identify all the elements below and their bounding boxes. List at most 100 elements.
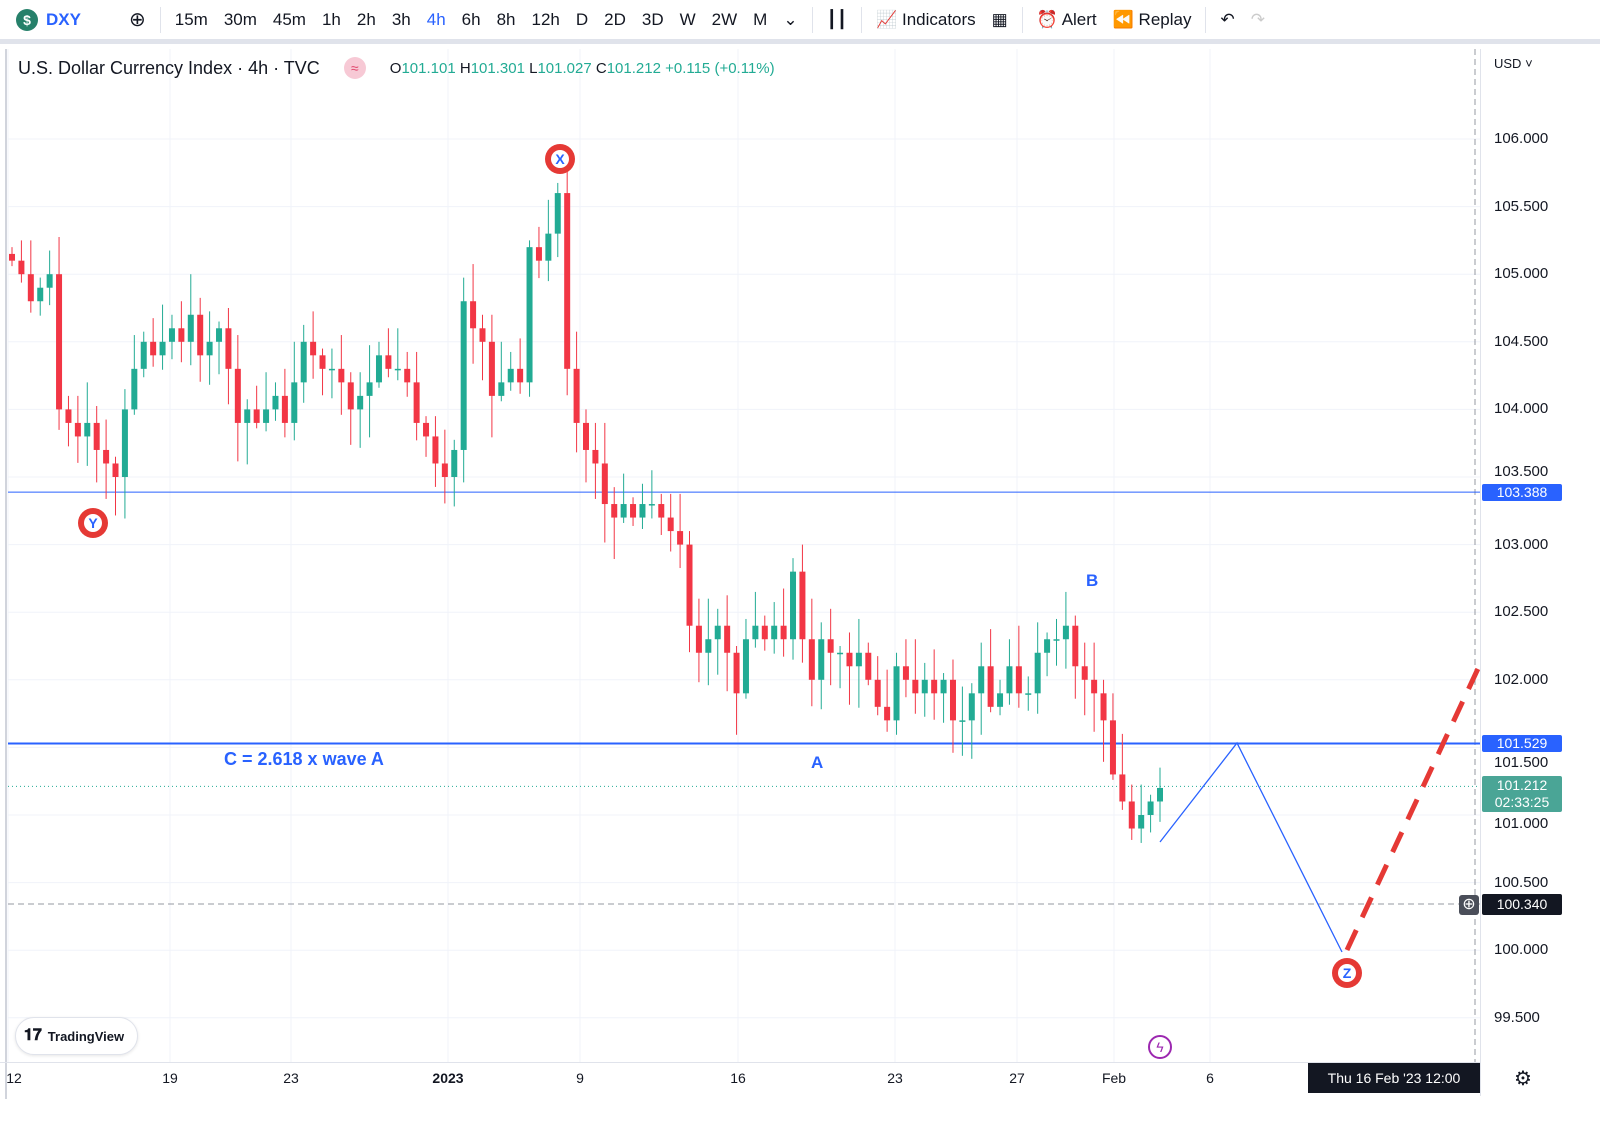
interval-dropdown-icon[interactable]: ⌄ bbox=[783, 9, 798, 29]
price-axis-border bbox=[1480, 49, 1481, 1096]
interval-45m[interactable]: 45m bbox=[272, 9, 306, 29]
interval-30m[interactable]: 30m bbox=[223, 9, 257, 29]
time-tick: 19 bbox=[162, 1070, 178, 1086]
candle-body bbox=[771, 625, 778, 640]
candle-body bbox=[874, 679, 881, 707]
candle-body bbox=[140, 341, 147, 369]
symbol-button[interactable]: $ DXY bbox=[0, 8, 81, 31]
candle-body bbox=[526, 247, 533, 383]
candle-body bbox=[959, 720, 966, 722]
interval-15m[interactable]: 15m bbox=[174, 9, 208, 29]
price-tick: 100.500 bbox=[1494, 873, 1549, 891]
candle-body bbox=[677, 531, 684, 545]
interval-3D[interactable]: 3D bbox=[641, 9, 664, 29]
replay-label: Replay bbox=[1138, 9, 1192, 29]
interval-M[interactable]: M bbox=[753, 9, 768, 29]
chart-legend: U.S. Dollar Currency Index · 4h · TVC ≈ … bbox=[18, 57, 775, 79]
candle-body bbox=[479, 328, 486, 342]
price-tick: 102.000 bbox=[1494, 670, 1549, 688]
price-tick: 101.000 bbox=[1494, 815, 1549, 832]
candle-body bbox=[1025, 693, 1032, 695]
candle-body bbox=[375, 355, 382, 383]
candle-body bbox=[968, 693, 975, 721]
currency-selector[interactable]: USD ˅ bbox=[1494, 56, 1533, 71]
price-tick: 103.000 bbox=[1494, 535, 1549, 553]
candle-body bbox=[187, 314, 194, 342]
time-tick: 16 bbox=[730, 1070, 746, 1086]
interval-12h[interactable]: 12h bbox=[531, 9, 560, 29]
add-alert-plus-icon[interactable]: ⊕ bbox=[1459, 895, 1479, 915]
candle-body bbox=[216, 328, 223, 342]
candle-body bbox=[1100, 693, 1107, 721]
candle-body bbox=[451, 449, 458, 477]
indicators-button[interactable]: 📈 Indicators bbox=[876, 9, 976, 29]
replay-button[interactable]: ⏪ Replay bbox=[1112, 9, 1192, 29]
candle-body bbox=[592, 449, 599, 464]
candle-body bbox=[1138, 815, 1145, 829]
candle-body bbox=[940, 679, 947, 694]
wave-x-marker: X bbox=[545, 144, 575, 174]
price-chart[interactable] bbox=[0, 49, 1600, 1121]
market-status-icon[interactable]: ≈ bbox=[343, 57, 366, 79]
candle-body bbox=[84, 422, 91, 437]
interval-3h[interactable]: 3h bbox=[391, 9, 411, 29]
candle-body bbox=[1072, 625, 1079, 667]
candle-body bbox=[470, 301, 477, 329]
interval-D[interactable]: D bbox=[575, 9, 589, 29]
candle-body bbox=[93, 422, 100, 450]
candle-body bbox=[846, 652, 853, 667]
interval-2D[interactable]: 2D bbox=[604, 9, 626, 29]
candle-body bbox=[404, 368, 411, 383]
candle-body bbox=[394, 368, 401, 371]
time-axis[interactable] bbox=[0, 1062, 1480, 1096]
alert-label: Alert bbox=[1061, 9, 1097, 29]
interval-W[interactable]: W bbox=[679, 9, 696, 29]
settings-gear-icon[interactable]: ⚙ bbox=[1514, 1068, 1532, 1090]
interval-2W[interactable]: 2W bbox=[711, 9, 738, 29]
candle-body bbox=[855, 652, 862, 667]
candle-body bbox=[423, 422, 430, 437]
candle-body bbox=[1015, 666, 1022, 694]
redo-icon[interactable]: ↷ bbox=[1250, 9, 1265, 29]
alert-button[interactable]: ⏰ Alert bbox=[1036, 9, 1097, 29]
interval-1h[interactable]: 1h bbox=[321, 9, 341, 29]
time-tick: 27 bbox=[1009, 1070, 1025, 1086]
candle-body bbox=[168, 328, 175, 342]
time-tick: Feb bbox=[1101, 1070, 1127, 1086]
interval-4h[interactable]: 4h bbox=[426, 9, 446, 29]
legend-title: U.S. Dollar Currency Index · 4h · TVC bbox=[18, 57, 320, 78]
candle-body bbox=[357, 395, 364, 410]
candle-body bbox=[686, 544, 693, 626]
candle-body bbox=[1006, 666, 1013, 694]
tradingview-logo[interactable]: 𝟏𝟕 TradingView bbox=[15, 1017, 138, 1055]
candle-body bbox=[620, 504, 627, 518]
candle-body bbox=[441, 463, 448, 477]
candle-body bbox=[150, 341, 157, 356]
candle-body bbox=[799, 571, 806, 640]
candle-body bbox=[902, 666, 909, 680]
candle-body bbox=[742, 639, 749, 694]
candle-body bbox=[291, 382, 298, 423]
layouts-icon[interactable]: ▦ bbox=[991, 9, 1008, 29]
candle-body bbox=[790, 571, 797, 640]
projection-path bbox=[1159, 741, 1343, 953]
events-lightning-icon[interactable]: ϟ bbox=[1148, 1035, 1172, 1059]
candle-body bbox=[1128, 801, 1135, 829]
price-tick: 106.000 bbox=[1494, 130, 1549, 147]
interval-list: 15m 30m 45m 1h 2h 3h 4h 6h 8h 12h D 2D 3D W 2W M bbox=[167, 10, 776, 30]
interval-6h[interactable]: 6h bbox=[461, 9, 481, 29]
dollar-icon: $ bbox=[16, 8, 38, 31]
undo-icon[interactable]: ↶ bbox=[1220, 9, 1235, 29]
interval-2h[interactable]: 2h bbox=[356, 9, 376, 29]
candle-body bbox=[724, 625, 731, 653]
candle-body bbox=[648, 504, 655, 506]
add-symbol-icon[interactable]: ⊕ bbox=[128, 9, 146, 31]
tv-logo-icon: 𝟏𝟕 bbox=[24, 1027, 42, 1044]
candles-icon[interactable]: ┃┃ bbox=[826, 9, 848, 29]
candle-body bbox=[197, 314, 204, 356]
candle-body bbox=[987, 666, 994, 707]
candle-body bbox=[432, 436, 439, 464]
candle-body bbox=[272, 395, 279, 410]
interval-8h[interactable]: 8h bbox=[496, 9, 516, 29]
candle-body bbox=[488, 341, 495, 396]
